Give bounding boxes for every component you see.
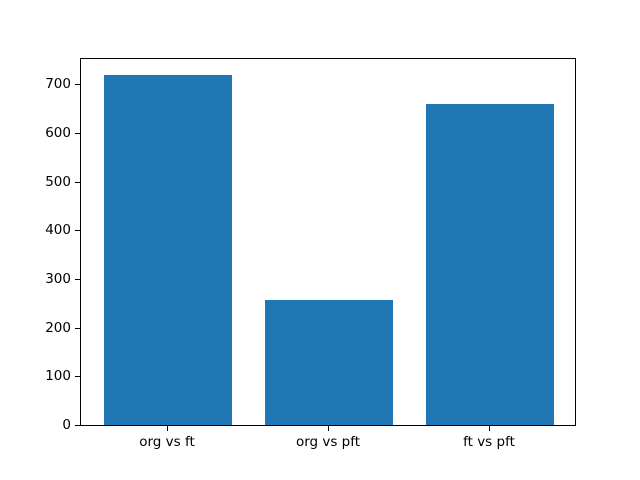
y-tick-mark bbox=[75, 84, 80, 85]
y-tick-mark bbox=[75, 425, 80, 426]
x-tick-mark bbox=[167, 426, 168, 431]
x-tick-mark bbox=[328, 426, 329, 431]
y-tick-mark bbox=[75, 279, 80, 280]
bars-layer bbox=[81, 59, 575, 425]
bar-org-vs-pft bbox=[264, 299, 394, 425]
bar-org-vs-ft bbox=[103, 74, 233, 425]
plot-area bbox=[80, 58, 576, 426]
x-tick-label: org vs pft bbox=[295, 434, 361, 450]
x-tick-mark bbox=[489, 426, 490, 431]
y-tick-mark bbox=[75, 230, 80, 231]
y-tick-label: 200 bbox=[45, 320, 71, 336]
y-tick-label: 0 bbox=[62, 417, 71, 433]
y-tick-label: 400 bbox=[45, 222, 71, 238]
y-tick-label: 700 bbox=[45, 76, 71, 92]
x-tick-label: org vs ft bbox=[139, 434, 195, 450]
y-tick-label: 100 bbox=[45, 368, 71, 384]
y-tick-mark bbox=[75, 376, 80, 377]
y-tick-mark bbox=[75, 182, 80, 183]
y-tick-mark bbox=[75, 133, 80, 134]
y-tick-label: 300 bbox=[45, 271, 71, 287]
y-tick-label: 600 bbox=[45, 125, 71, 141]
x-tick-label: ft vs pft bbox=[463, 434, 515, 450]
y-tick-mark bbox=[75, 328, 80, 329]
bar-ft-vs-pft bbox=[425, 103, 555, 425]
y-tick-label: 500 bbox=[45, 174, 71, 190]
